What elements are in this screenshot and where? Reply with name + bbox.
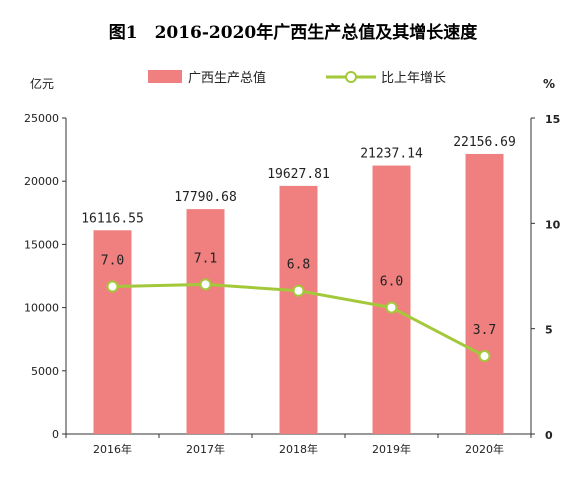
growth-point xyxy=(106,280,119,293)
bar xyxy=(93,230,132,434)
bar-value-label: 19627.81 xyxy=(267,167,330,182)
x-axis-tick-label: 2016年 xyxy=(93,442,132,456)
growth-point xyxy=(478,350,491,363)
x-axis-tick-label: 2017年 xyxy=(186,442,225,456)
left-axis-tick-label: 15000 xyxy=(24,238,59,251)
right-axis-tick-label: 0 xyxy=(545,429,553,442)
growth-point xyxy=(385,301,398,314)
growth-value-label: 3.7 xyxy=(473,323,496,338)
chart-title: 图1 2016-2020年广西生产总值及其增长速度 xyxy=(109,22,479,43)
left-axis-unit: 亿元 xyxy=(30,76,54,91)
growth-point xyxy=(199,278,212,291)
x-axis-tick-label: 2020年 xyxy=(465,442,504,456)
bar xyxy=(372,165,411,434)
right-axis-tick-label: 5 xyxy=(545,324,553,337)
bar-value-label: 17790.68 xyxy=(174,190,237,205)
legend-label-gdp: 广西生产总值 xyxy=(188,70,266,86)
legend: 广西生产总值 比上年增长 xyxy=(148,70,446,86)
legend-swatch-gdp xyxy=(148,70,182,83)
bar-value-label: 21237.14 xyxy=(360,147,423,162)
axes: 0 5000 10000 15000 20000 25000 0 5 10 15 2016年 2017… xyxy=(24,112,561,456)
bar xyxy=(465,153,504,434)
growth-value-label: 6.8 xyxy=(287,258,310,273)
data-labels: 16116.55 17790.68 19627.81 21237.14 22156.69… xyxy=(81,135,516,338)
right-axis-tick-label: 15 xyxy=(545,113,560,126)
legend-marker-growth xyxy=(345,71,357,83)
right-axis-unit: % xyxy=(543,77,555,91)
bar-value-label: 16116.55 xyxy=(81,211,144,226)
bar xyxy=(186,209,225,434)
legend-label-growth: 比上年增长 xyxy=(381,71,446,86)
bars xyxy=(93,153,504,434)
bar xyxy=(279,185,318,434)
x-axis-tick-label: 2019年 xyxy=(372,442,411,456)
right-axis-tick-label: 10 xyxy=(545,218,561,231)
x-axis-tick-label: 2018年 xyxy=(279,442,318,456)
bar-value-label: 22156.69 xyxy=(453,135,516,150)
left-axis-tick-label: 25000 xyxy=(24,112,59,125)
left-axis-tick-label: 10000 xyxy=(24,302,59,315)
growth-point xyxy=(292,284,305,297)
growth-value-label: 7.0 xyxy=(101,254,124,269)
growth-value-label: 6.0 xyxy=(380,275,403,290)
left-axis-tick-label: 5000 xyxy=(31,365,59,378)
growth-value-label: 7.1 xyxy=(194,251,217,266)
left-axis-tick-label: 0 xyxy=(52,428,59,441)
left-axis-tick-label: 20000 xyxy=(24,175,59,188)
growth-line-layer xyxy=(106,278,491,363)
